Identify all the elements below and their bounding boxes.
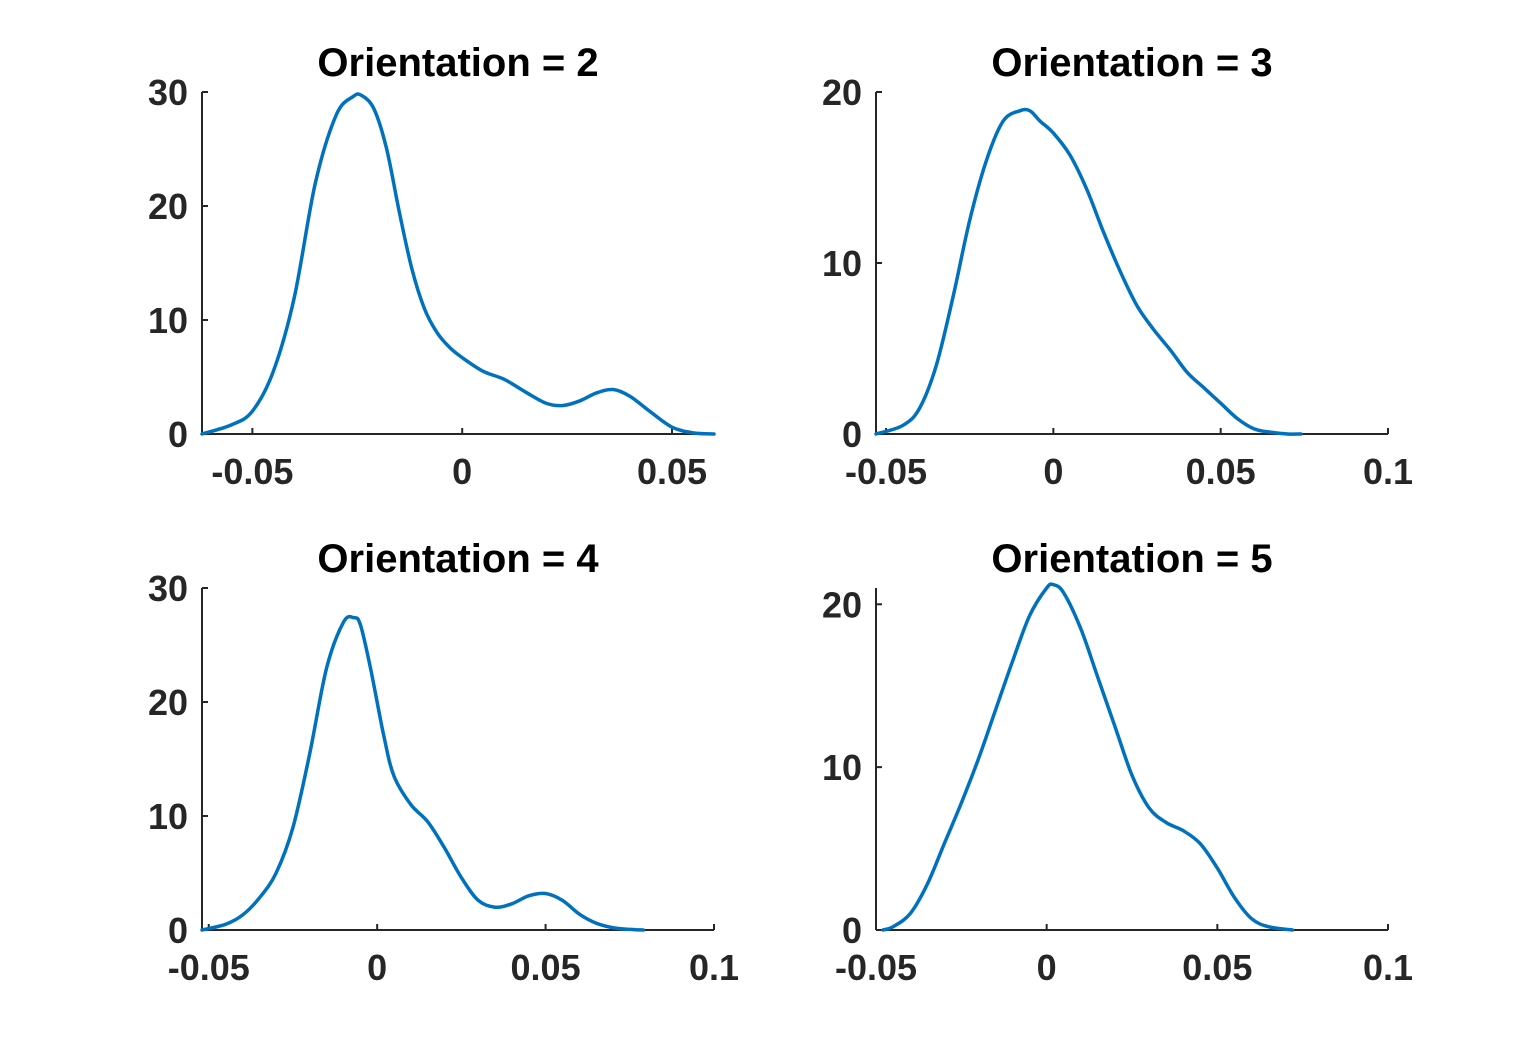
- x-tick-label: 0.1: [1363, 947, 1413, 988]
- x-tick-label: 0: [367, 947, 387, 988]
- y-tick-label: 10: [148, 796, 188, 837]
- y-tick-label: 30: [148, 72, 188, 113]
- y-tick-label: 10: [822, 243, 862, 284]
- x-tick-label: 0: [1037, 947, 1057, 988]
- x-tick-label: -0.05: [168, 947, 250, 988]
- y-tick-label: 10: [148, 300, 188, 341]
- y-tick-label: 0: [842, 910, 862, 951]
- subplot-title: Orientation = 4: [317, 537, 599, 581]
- y-tick-label: 30: [148, 568, 188, 609]
- density-curve: [874, 107, 1303, 436]
- x-tick-label: 0.05: [1186, 451, 1256, 492]
- y-tick-label: 10: [822, 747, 862, 788]
- y-tick-label: 0: [842, 414, 862, 455]
- y-tick-label: 0: [168, 910, 188, 951]
- density-curve: [200, 92, 716, 436]
- x-tick-label: 0.05: [511, 947, 581, 988]
- y-tick-label: 20: [148, 682, 188, 723]
- subplot-title: Orientation = 3: [991, 41, 1272, 85]
- y-tick-label: 0: [168, 414, 188, 455]
- density-curve: [200, 614, 646, 932]
- x-tick-label: -0.05: [845, 451, 927, 492]
- y-tick-label: 20: [822, 584, 862, 625]
- subplot-orientation-2: Orientation = 2 0 10 20 30 -0.05 0 0.05: [148, 41, 716, 492]
- subplot-title: Orientation = 2: [317, 41, 598, 85]
- x-tick-label: 0: [452, 451, 472, 492]
- y-tick-label: 20: [822, 72, 862, 113]
- y-tick-label: 20: [148, 186, 188, 227]
- x-tick-label: -0.05: [835, 947, 917, 988]
- density-curve: [881, 582, 1295, 932]
- x-tick-label: -0.05: [211, 451, 293, 492]
- x-tick-label: 0.05: [637, 451, 707, 492]
- x-tick-label: 0.1: [1363, 451, 1413, 492]
- subplot-title: Orientation = 5: [991, 537, 1272, 581]
- x-tick-label: 0.1: [689, 947, 739, 988]
- x-tick-label: 0.05: [1182, 947, 1252, 988]
- x-tick-label: 0: [1043, 451, 1063, 492]
